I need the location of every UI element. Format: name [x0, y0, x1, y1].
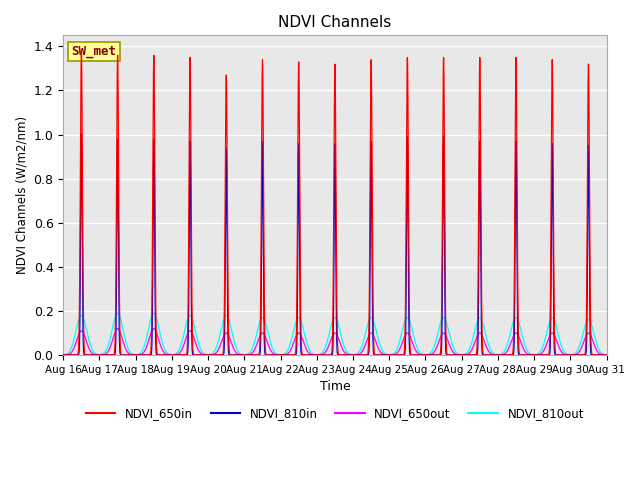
NDVI_650out	[114, 325, 122, 331]
Line: NDVI_650out: NDVI_650out	[63, 328, 607, 355]
NDVI_810in	[60, 352, 67, 358]
NDVI_650out	[263, 337, 271, 343]
Title: NDVI Channels: NDVI Channels	[278, 15, 392, 30]
NDVI_810out	[176, 346, 184, 352]
NDVI_650in	[176, 352, 184, 358]
Line: NDVI_810out: NDVI_810out	[63, 313, 607, 355]
NDVI_810in	[601, 352, 609, 358]
Y-axis label: NDVI Channels (W/m2/nm): NDVI Channels (W/m2/nm)	[15, 116, 28, 274]
NDVI_650out	[176, 350, 184, 356]
Legend: NDVI_650in, NDVI_810in, NDVI_650out, NDVI_810out: NDVI_650in, NDVI_810in, NDVI_650out, NDV…	[81, 402, 589, 425]
NDVI_650out	[603, 352, 611, 358]
NDVI_650out	[410, 344, 418, 349]
NDVI_650out	[487, 351, 495, 357]
X-axis label: Time: Time	[319, 380, 350, 393]
NDVI_810out	[487, 348, 495, 353]
Line: NDVI_810in: NDVI_810in	[63, 134, 607, 355]
NDVI_810out	[114, 310, 122, 316]
NDVI_810out	[603, 352, 611, 358]
NDVI_810out	[170, 352, 178, 358]
NDVI_810in	[77, 132, 85, 137]
NDVI_810in	[170, 352, 178, 358]
NDVI_650out	[60, 352, 67, 358]
NDVI_810in	[603, 352, 611, 358]
NDVI_810out	[263, 324, 271, 330]
NDVI_810in	[263, 352, 271, 358]
NDVI_650in	[60, 352, 67, 358]
NDVI_650in	[77, 48, 85, 54]
NDVI_650in	[410, 352, 418, 358]
NDVI_810out	[601, 352, 609, 358]
NDVI_650in	[170, 352, 178, 358]
NDVI_650in	[601, 352, 609, 358]
NDVI_650in	[603, 352, 611, 358]
NDVI_810in	[410, 352, 418, 358]
Text: SW_met: SW_met	[72, 45, 116, 58]
Line: NDVI_650in: NDVI_650in	[63, 51, 607, 355]
NDVI_650out	[601, 352, 609, 358]
NDVI_810in	[487, 352, 495, 358]
NDVI_810out	[60, 352, 67, 358]
NDVI_810out	[410, 334, 418, 339]
NDVI_810in	[176, 352, 184, 358]
NDVI_650in	[263, 352, 271, 358]
NDVI_650in	[487, 352, 495, 358]
NDVI_650out	[170, 352, 178, 358]
